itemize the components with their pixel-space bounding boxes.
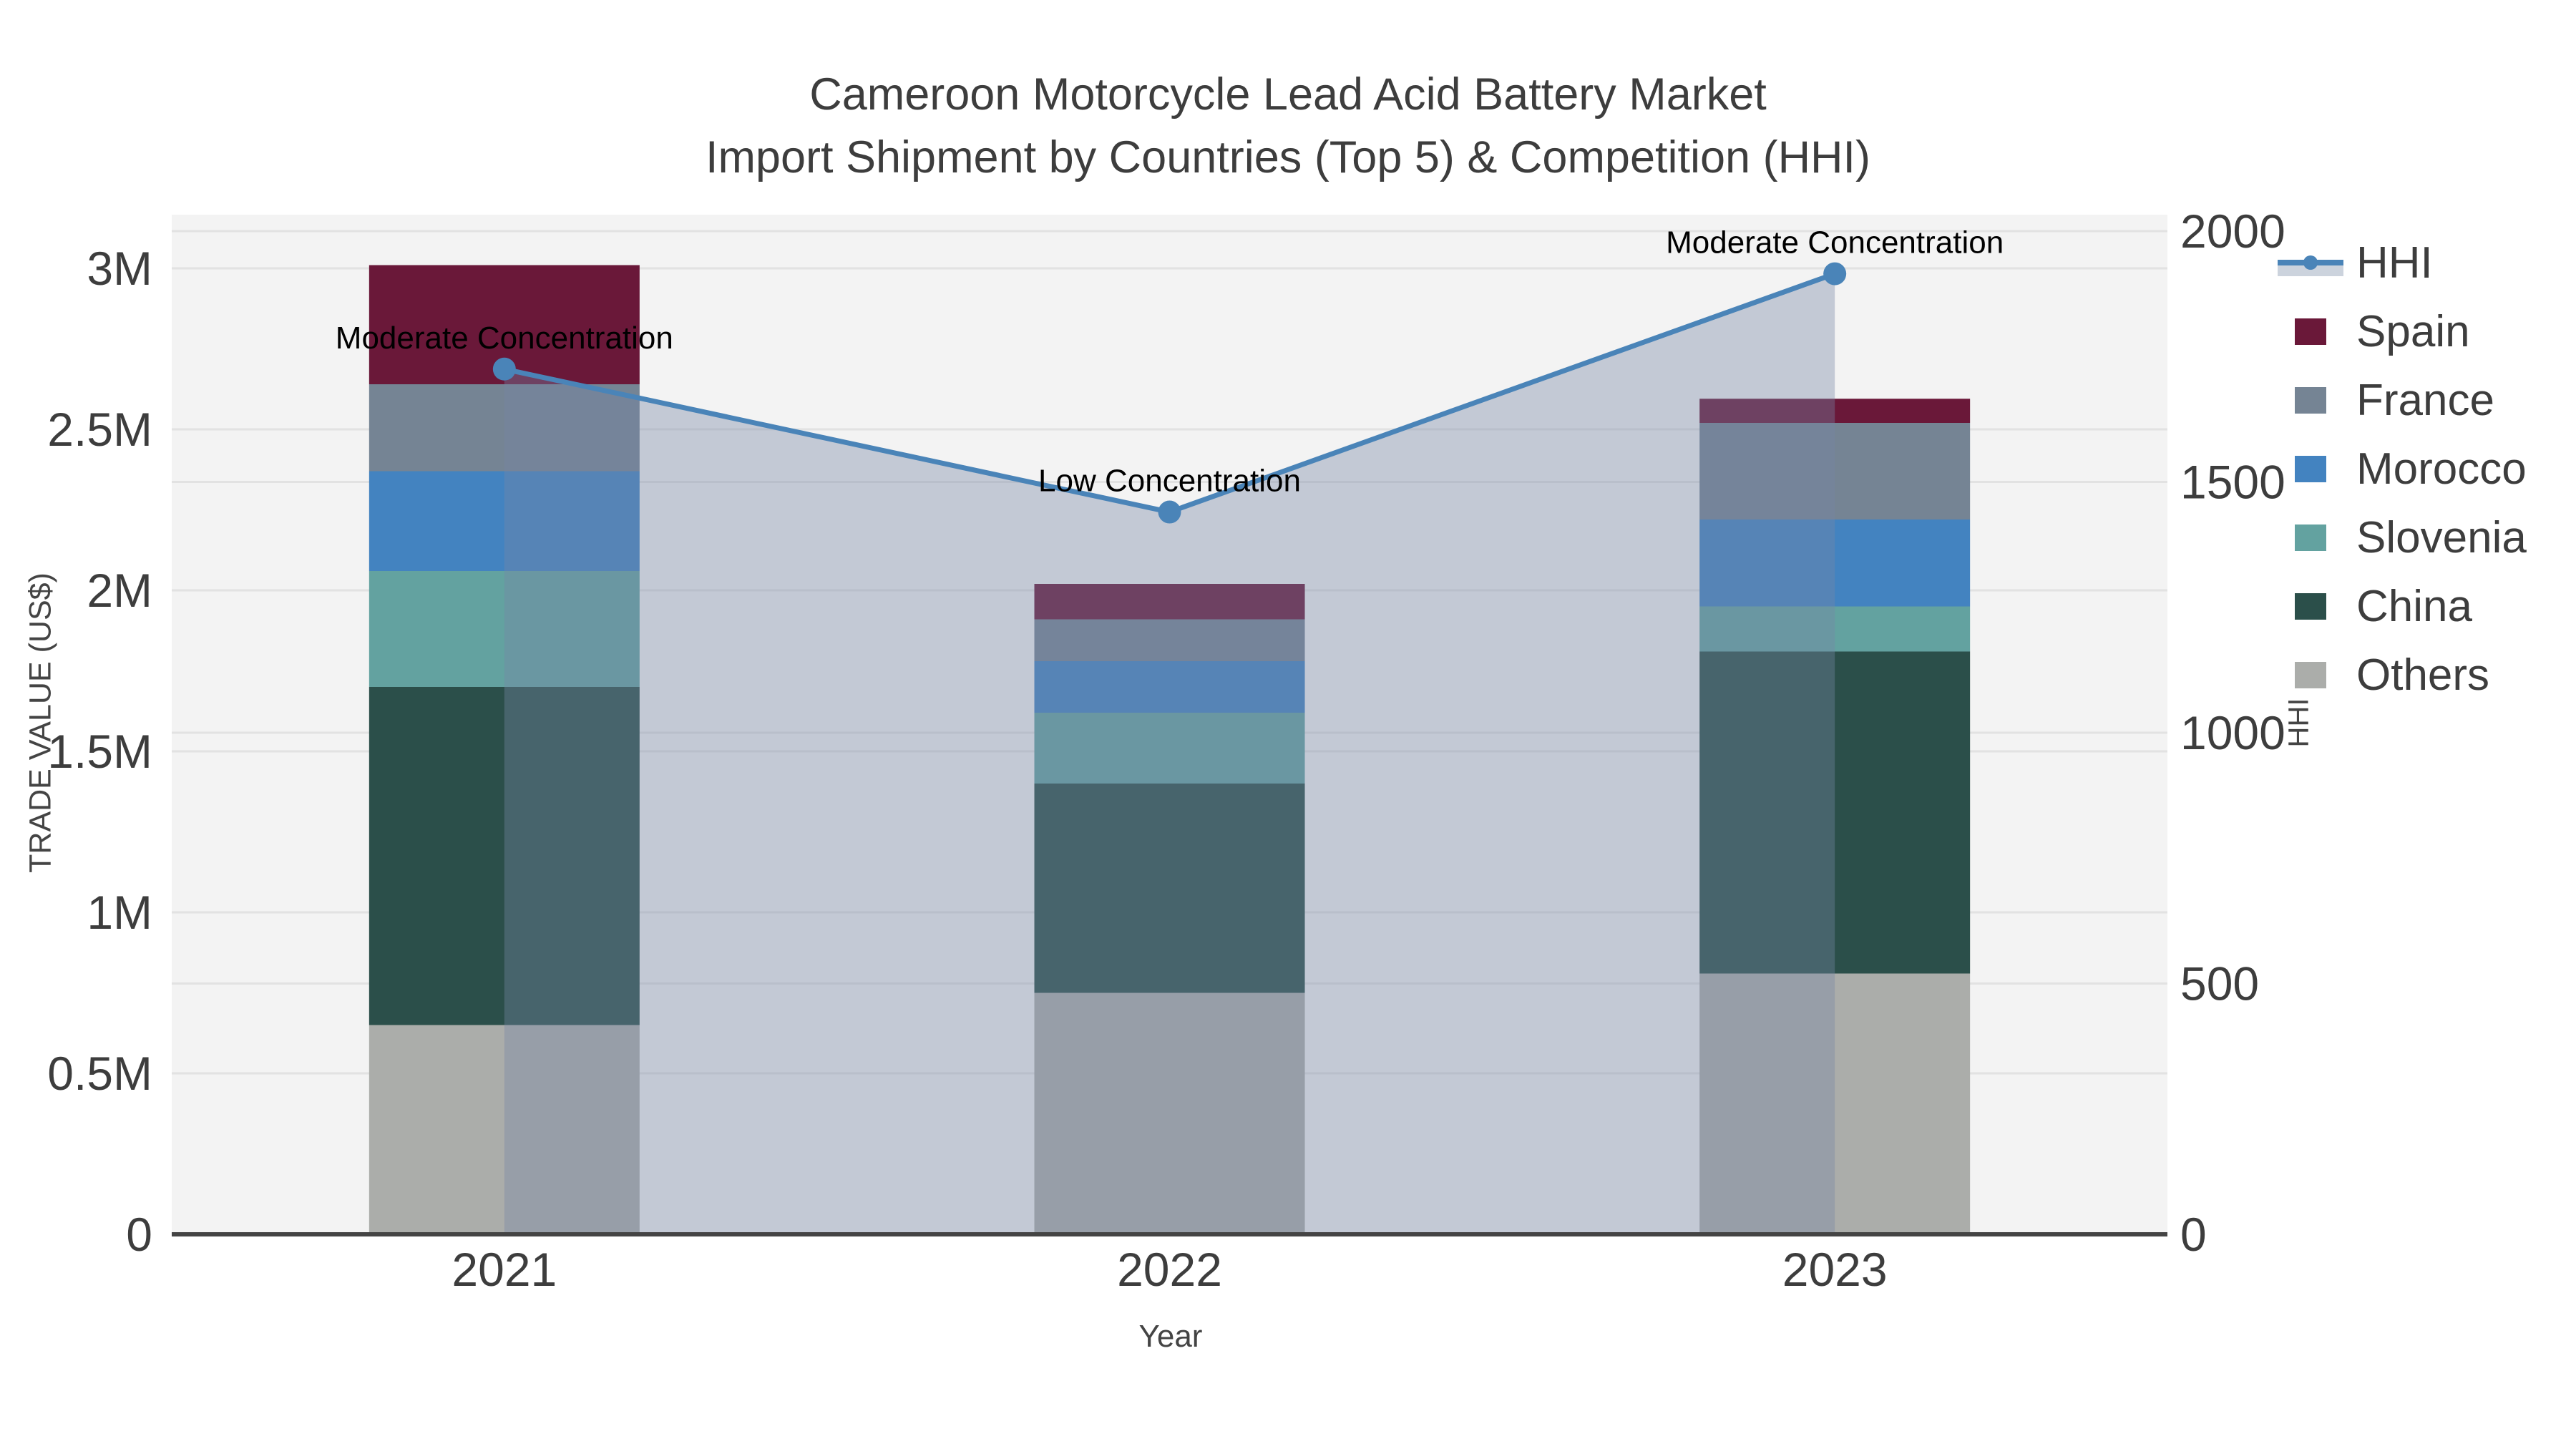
- y-right-tick-label: 1500: [2180, 456, 2285, 509]
- legend-label: Morocco: [2356, 444, 2527, 494]
- bar-segment-morocco-2022: [1034, 661, 1305, 713]
- legend-label: Slovenia: [2356, 512, 2527, 562]
- legend-label: France: [2356, 375, 2494, 425]
- legend-item-china[interactable]: China: [2278, 572, 2527, 640]
- chart-title: Cameroon Motorcycle Lead Acid Battery Ma…: [706, 63, 1870, 189]
- x-tick-label: 2022: [1117, 1243, 1222, 1296]
- hhi-marker-2023: [1823, 262, 1847, 286]
- chart-title-line2: Import Shipment by Countries (Top 5) & C…: [705, 132, 1871, 182]
- y-left-axis-title: TRADE VALUE (US$): [23, 572, 58, 873]
- bar-segment-france-2022: [1034, 619, 1305, 661]
- y-left-tick-label: 2.5M: [47, 403, 152, 456]
- legend-label: Others: [2356, 650, 2490, 700]
- legend-item-spain[interactable]: Spain: [2278, 297, 2527, 366]
- legend-item-france[interactable]: France: [2278, 366, 2527, 434]
- legend-swatch-icon: [2278, 316, 2343, 347]
- hhi-line-swatch-icon: [2278, 247, 2343, 278]
- y-left-tick-label: 1M: [87, 886, 152, 939]
- legend-swatch-icon: [2278, 590, 2343, 622]
- y-right-tick-label: 2000: [2180, 205, 2285, 258]
- bar-segment-france-2021: [369, 384, 640, 472]
- legend-item-slovenia[interactable]: Slovenia: [2278, 503, 2527, 572]
- bar-segment-spain-2022: [1034, 584, 1305, 620]
- x-axis-line: [172, 1232, 2167, 1236]
- legend-label: Spain: [2356, 306, 2470, 356]
- x-tick-label: 2023: [1782, 1243, 1888, 1296]
- legend-item-morocco[interactable]: Morocco: [2278, 434, 2527, 503]
- y-left-tick-label: 1.5M: [47, 725, 152, 778]
- x-axis-title: Year: [1138, 1319, 1203, 1354]
- legend-swatch-icon: [2278, 522, 2343, 553]
- legend-label: China: [2356, 581, 2472, 631]
- legend-label: HHI: [2356, 238, 2433, 288]
- bar-segment-others-2023: [1699, 973, 1971, 1234]
- bar-segment-morocco-2021: [369, 471, 640, 571]
- bar-segment-slovenia-2023: [1699, 606, 1971, 652]
- x-tick-label: 2021: [452, 1243, 557, 1296]
- hhi-marker-2022: [1158, 500, 1181, 524]
- y-left-tick-label: 0.5M: [47, 1047, 152, 1100]
- bar-segment-china-2023: [1699, 651, 1971, 974]
- y-right-tick-label: 1000: [2180, 706, 2285, 759]
- hhi-area: [504, 273, 1835, 1235]
- bar-segment-china-2021: [369, 687, 640, 1025]
- legend-swatch-icon: [2278, 659, 2343, 691]
- bar-segment-china-2022: [1034, 784, 1305, 993]
- bar-segment-others-2022: [1034, 992, 1305, 1234]
- chart-title-line1: Cameroon Motorcycle Lead Acid Battery Ma…: [809, 69, 1767, 119]
- legend-item-others[interactable]: Others: [2278, 640, 2527, 709]
- bar-segment-france-2023: [1699, 423, 1971, 519]
- bar-segment-morocco-2023: [1699, 519, 1971, 607]
- hhi-marker-2021: [492, 357, 516, 381]
- legend: HHI Spain France Morocco Slovenia China Others: [2278, 228, 2527, 709]
- y-left-tick-label: 2M: [87, 564, 152, 617]
- legend-swatch-icon: [2278, 453, 2343, 484]
- y-left-tick-label: 3M: [87, 242, 152, 295]
- bar-segment-slovenia-2021: [369, 571, 640, 687]
- y-right-tick-label: 0: [2180, 1208, 2207, 1261]
- annotation-2021: Moderate Concentration: [336, 321, 673, 356]
- y-left-tick-label: 0: [126, 1208, 152, 1261]
- annotation-2023: Moderate Concentration: [1666, 225, 2004, 260]
- legend-item-hhi[interactable]: HHI: [2278, 228, 2527, 297]
- legend-swatch-icon: [2278, 384, 2343, 416]
- bar-segment-spain-2023: [1699, 399, 1971, 423]
- y-right-tick-label: 500: [2180, 957, 2259, 1010]
- bar-segment-slovenia-2022: [1034, 713, 1305, 784]
- bar-segment-others-2021: [369, 1025, 640, 1234]
- annotation-2022: Low Concentration: [1038, 464, 1301, 499]
